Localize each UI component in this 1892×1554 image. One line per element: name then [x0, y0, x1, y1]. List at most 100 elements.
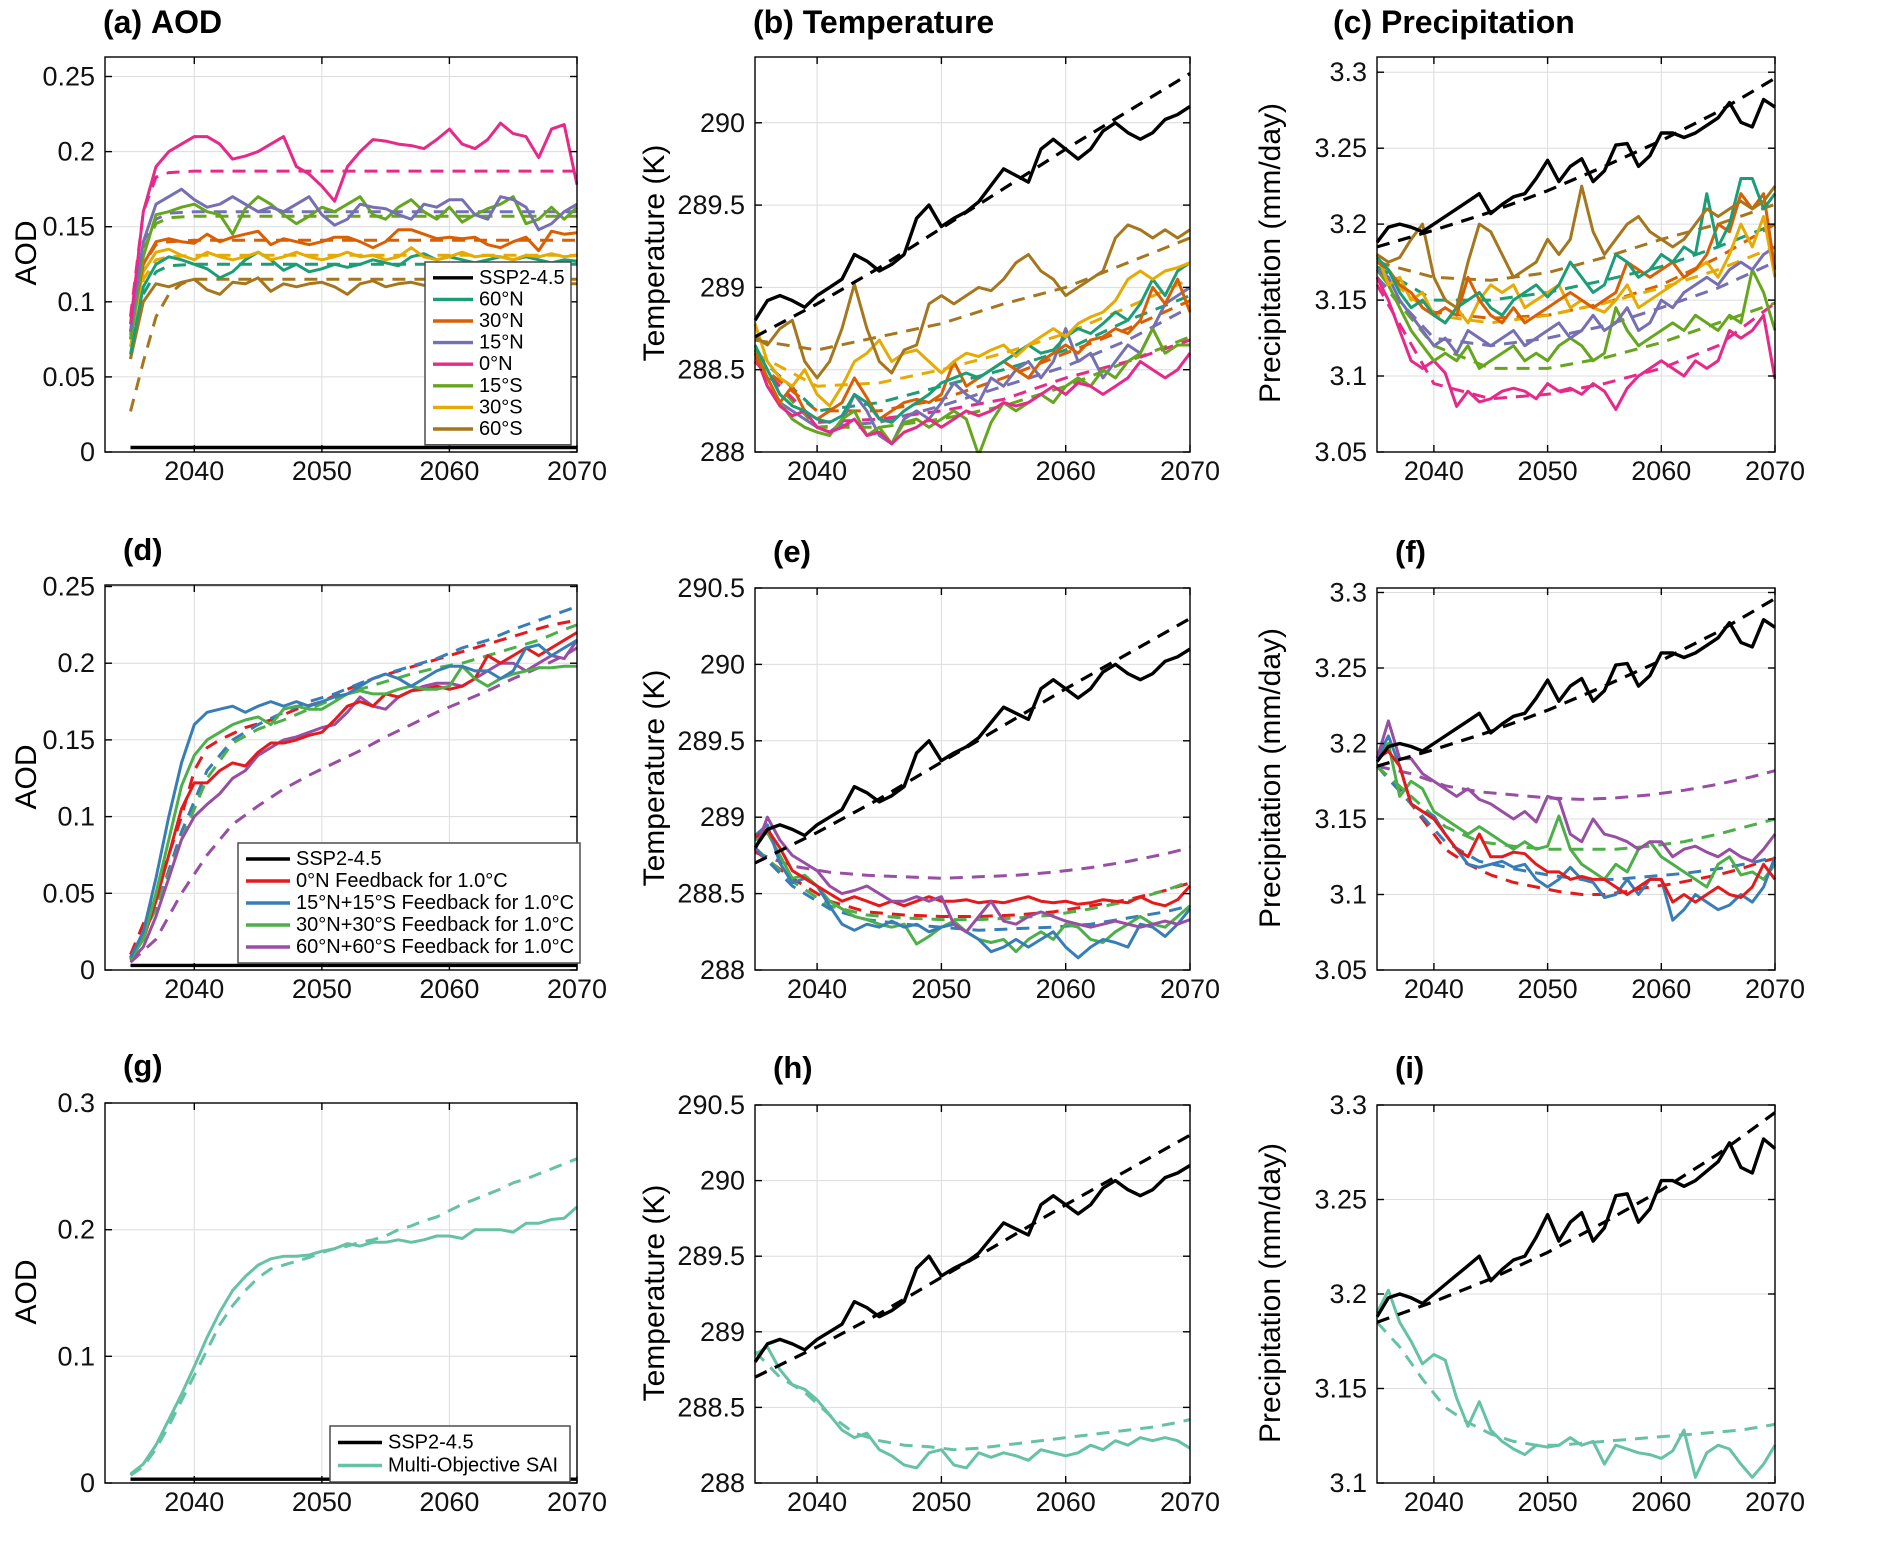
series-c-0N-solid [1376, 276, 1776, 411]
svg-text:2040: 2040 [1404, 456, 1464, 486]
svg-text:3.1: 3.1 [1329, 1468, 1367, 1498]
svg-text:SSP2-4.5: SSP2-4.5 [388, 1432, 474, 1454]
series-i-ssp245-dash [1376, 1111, 1776, 1324]
svg-text:0: 0 [80, 437, 95, 467]
svg-text:2050: 2050 [911, 1487, 971, 1517]
svg-text:SSP2-4.5: SSP2-4.5 [296, 848, 382, 870]
series-c-30S-dash [1376, 245, 1776, 325]
svg-text:0.25: 0.25 [42, 62, 95, 92]
series-a-30S-solid [129, 246, 578, 336]
series-c-60N-solid [1376, 177, 1776, 325]
svg-text:2070: 2070 [1745, 1487, 1805, 1517]
svg-text:15°S: 15°S [479, 375, 523, 397]
series-d-purple-dash [129, 646, 578, 964]
plot-area-a: 2040 2050 2060 2070 0 0.05 0.1 0.15 0.2 0.25 SSP2-… [42, 56, 607, 486]
svg-text:0.15: 0.15 [42, 725, 95, 755]
panel-a-letter: (a) [103, 4, 143, 40]
series-d-blue-solid [129, 638, 578, 959]
svg-text:60°S: 60°S [479, 418, 523, 440]
svg-text:2060: 2060 [1631, 974, 1691, 1004]
panel-a: (a) AOD AOD 2040 2050 2060 2070 0 0.05 0.1 0.15… [0, 0, 630, 518]
series-c-15N-solid [1376, 245, 1776, 355]
series-a-15S-solid [129, 195, 578, 340]
svg-text:290: 290 [700, 108, 745, 138]
svg-text:SSP2-4.5: SSP2-4.5 [479, 267, 565, 289]
svg-text:2050: 2050 [1518, 1487, 1578, 1517]
panel-b: (b) Temperature Temperature (K) 2040 2050… [630, 0, 1260, 518]
series-c-0N-dash [1376, 284, 1776, 401]
svg-text:0°N: 0°N [479, 353, 513, 375]
series-f-red-solid [1376, 749, 1776, 904]
svg-text:3.2: 3.2 [1329, 1279, 1367, 1309]
series-h-ssp245-solid [754, 1164, 1191, 1363]
series-i-ssp245-solid [1376, 1137, 1776, 1318]
series-i-sai-dash [1376, 1321, 1776, 1447]
svg-text:0: 0 [80, 955, 95, 985]
series-a-30S-dash [129, 253, 577, 348]
series-e-purple-dash [754, 846, 1191, 880]
series-c-60S-solid [1376, 184, 1776, 310]
series-d-green-dash [129, 623, 578, 960]
svg-text:3.2: 3.2 [1329, 209, 1367, 239]
svg-text:288.5: 288.5 [677, 879, 745, 909]
series-c-15S-dash [1376, 276, 1776, 370]
panel-c-title: (c) Precipitation [1333, 4, 1575, 41]
series-a-30N-solid [129, 228, 578, 333]
panel-b-title: (b) Temperature [753, 4, 994, 41]
svg-text:0.1: 0.1 [57, 802, 95, 832]
panel-i: (i) Precipitation (mm/day) 2040 2050 2060 2… [1254, 1036, 1892, 1554]
svg-text:290.5: 290.5 [677, 1090, 745, 1120]
series-a-30N-dash [129, 238, 577, 340]
svg-text:3.05: 3.05 [1314, 955, 1367, 985]
svg-text:2070: 2070 [547, 456, 607, 486]
svg-text:Multi-Objective SAI: Multi-Objective SAI [388, 1455, 558, 1477]
series-i-sai-solid [1376, 1288, 1776, 1479]
plot-area-f: 2040 2050 2060 2070 3.05 3.1 3.15 3.2 3.25 3.3 [1314, 578, 1805, 1005]
series-c-60N-dash [1376, 222, 1776, 302]
svg-text:2060: 2060 [419, 456, 479, 486]
panel-b-title-text: Temperature [802, 4, 995, 40]
series-e-ssp245-solid [754, 647, 1191, 849]
svg-text:288: 288 [700, 1468, 745, 1498]
svg-text:0.1: 0.1 [57, 287, 95, 317]
series-b-60S-solid [754, 223, 1191, 380]
svg-text:30°S: 30°S [479, 396, 523, 418]
series-b-15S-solid [754, 327, 1190, 453]
series-c-30N-solid [1376, 192, 1776, 325]
plot-area-c: 2040 2050 2060 2070 3.05 3.1 3.15 3.2 3.25 3.3 [1314, 56, 1805, 486]
svg-text:3.3: 3.3 [1329, 57, 1367, 87]
panel-a-title-text: AOD [151, 4, 223, 40]
panel-d-letter: (d) [123, 532, 163, 567]
series-e-blue-solid [754, 823, 1191, 960]
panel-b-letter: (b) [753, 4, 794, 40]
svg-text:2070: 2070 [547, 1487, 607, 1517]
svg-text:3.05: 3.05 [1314, 437, 1367, 467]
panel-g: (g) AOD 2040 2050 2060 2070 0 0.1 0.2 0.3 SSP2-4… [0, 1036, 630, 1554]
legend-d: SSP2-4.50°N Feedback for 1.0°C15°N+15°S … [237, 842, 581, 964]
svg-text:288: 288 [700, 955, 745, 985]
svg-text:30°N: 30°N [479, 310, 524, 332]
series-c-60S-dash [1376, 202, 1776, 282]
plot-area-i: 2040 2050 2060 2070 3.1 3.15 3.2 3.25 3.3 [1314, 1090, 1805, 1517]
svg-text:30°N+30°S Feedback for 1.0°C: 30°N+30°S Feedback for 1.0°C [296, 914, 574, 936]
svg-text:2050: 2050 [292, 456, 352, 486]
svg-text:0.3: 0.3 [57, 1088, 95, 1118]
svg-text:0.05: 0.05 [42, 362, 95, 392]
series-c-ssp245-dash [1376, 76, 1776, 249]
svg-text:2040: 2040 [164, 974, 224, 1004]
series-c-ssp245-solid [1376, 97, 1776, 244]
series-f-purple-dash [1376, 764, 1776, 801]
svg-text:290: 290 [700, 649, 745, 679]
svg-text:290: 290 [700, 1166, 745, 1196]
svg-text:2050: 2050 [292, 974, 352, 1004]
series-e-green-dash [754, 846, 1191, 922]
svg-text:0: 0 [80, 1468, 95, 1498]
svg-text:3.1: 3.1 [1329, 880, 1367, 910]
series-d-blue-dash [129, 605, 578, 959]
svg-text:2060: 2060 [1036, 456, 1096, 486]
svg-text:2050: 2050 [911, 974, 971, 1004]
svg-text:2070: 2070 [1160, 1487, 1220, 1517]
svg-text:2070: 2070 [1745, 974, 1805, 1004]
series-c-15S-solid [1376, 268, 1776, 370]
series-h-sai-solid [754, 1345, 1191, 1470]
